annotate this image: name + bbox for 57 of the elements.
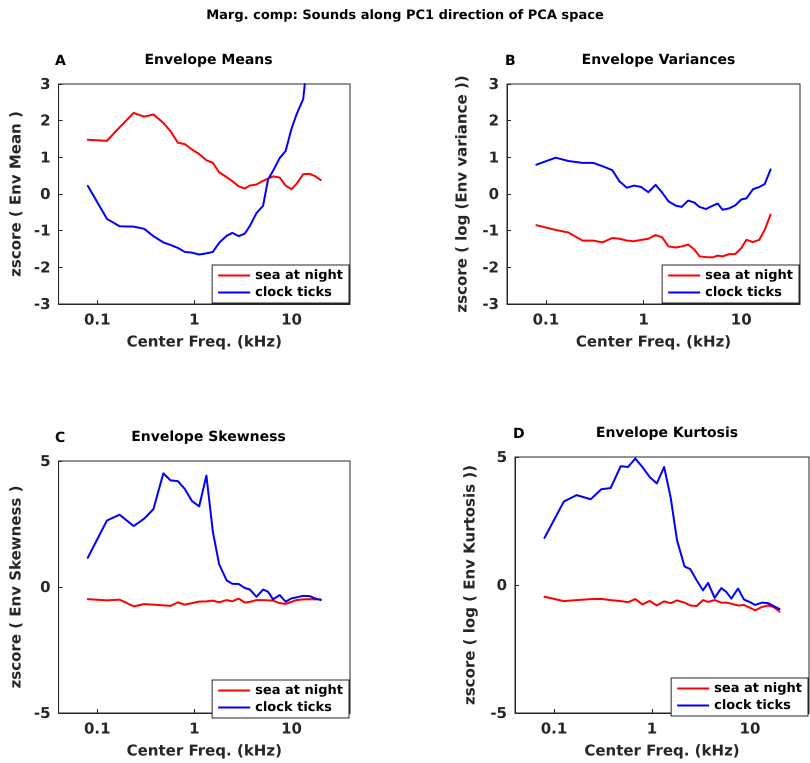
y-tick-label: -1 bbox=[482, 222, 499, 240]
y-tick-label: 0 bbox=[496, 576, 507, 594]
y-axis-title: zscore ( Env Mean ) bbox=[6, 111, 24, 277]
legend-label: clock ticks bbox=[255, 285, 332, 300]
y-tick-label: -2 bbox=[34, 258, 51, 276]
legend-label: sea at night bbox=[255, 683, 344, 698]
y-tick-label: 2 bbox=[488, 112, 499, 130]
y-tick-label: 1 bbox=[488, 148, 499, 166]
chart-title: Envelope Kurtosis bbox=[596, 425, 738, 441]
x-tick-label: 1 bbox=[646, 720, 658, 738]
legend-label: sea at night bbox=[714, 681, 802, 696]
x-tick-label: 10 bbox=[740, 720, 760, 738]
x-axis-title: Center Freq. (kHz) bbox=[126, 332, 282, 350]
x-tick-label: 10 bbox=[281, 720, 302, 738]
x-tick-label: 1 bbox=[189, 310, 200, 328]
text: D bbox=[513, 426, 525, 442]
x-tick-label: 1 bbox=[189, 720, 200, 738]
legend-label: clock ticks bbox=[714, 698, 792, 713]
chart-title: Envelope Skewness bbox=[131, 429, 286, 445]
x-tick-label: 10 bbox=[281, 310, 302, 328]
y-tick-label: 3 bbox=[40, 75, 51, 93]
y-tick-label: 2 bbox=[40, 112, 51, 130]
y-axis-title: zscore ( Env Skewness ) bbox=[6, 486, 24, 688]
y-tick-label: 0 bbox=[40, 578, 51, 596]
text: Marg. comp: Sounds along PC1 direction of PCA space bbox=[205, 8, 605, 23]
x-tick-label: 0.1 bbox=[84, 720, 111, 738]
y-axis-title: zscore ( log ( Env Kurtosis )) bbox=[460, 465, 478, 705]
legend-label: clock ticks bbox=[705, 285, 782, 300]
x-tick-label: 0.1 bbox=[540, 720, 568, 738]
chart-title: Envelope Variances bbox=[582, 52, 736, 68]
text: B bbox=[505, 53, 516, 69]
x-axis-title: Center Freq. (kHz) bbox=[126, 742, 282, 760]
legend-label: sea at night bbox=[705, 268, 794, 283]
y-axis-title: zscore ( log (Env variance )) bbox=[452, 75, 470, 313]
y-tick-label: -3 bbox=[34, 295, 51, 313]
x-axis-title: Center Freq. (kHz) bbox=[576, 332, 732, 350]
y-tick-label: 1 bbox=[40, 148, 51, 166]
y-tick-label: -5 bbox=[490, 704, 507, 722]
text: A bbox=[55, 53, 66, 69]
y-tick-label: -1 bbox=[34, 222, 51, 240]
y-tick-label: -2 bbox=[482, 258, 499, 276]
x-tick-label: 0.1 bbox=[84, 310, 111, 328]
y-tick-label: 5 bbox=[40, 452, 51, 470]
chart-title: Envelope Means bbox=[144, 52, 273, 68]
legend-label: clock ticks bbox=[255, 700, 332, 715]
x-axis-title: Center Freq. (kHz) bbox=[584, 742, 740, 760]
legend-label: sea at night bbox=[255, 268, 344, 283]
text: C bbox=[55, 430, 66, 446]
y-tick-label: 0 bbox=[488, 185, 499, 203]
y-tick-label: 3 bbox=[488, 75, 499, 93]
y-tick-label: -5 bbox=[34, 704, 51, 722]
y-tick-label: 0 bbox=[40, 185, 51, 203]
x-tick-label: 0.1 bbox=[532, 310, 560, 328]
y-tick-label: 5 bbox=[496, 448, 507, 466]
x-tick-label: 1 bbox=[638, 310, 649, 328]
y-tick-label: -3 bbox=[482, 295, 499, 313]
x-tick-label: 10 bbox=[730, 310, 752, 328]
